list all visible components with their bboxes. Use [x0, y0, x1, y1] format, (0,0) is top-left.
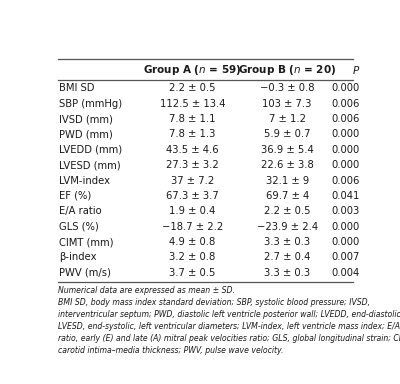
Text: Group B ($n$ = 20): Group B ($n$ = 20)	[238, 63, 336, 77]
Text: PWD (mm): PWD (mm)	[59, 129, 113, 139]
Text: 0.003: 0.003	[332, 206, 360, 216]
Text: Group A ($n$ = 59): Group A ($n$ = 59)	[144, 63, 242, 77]
Text: 22.6 ± 3.8: 22.6 ± 3.8	[261, 160, 314, 170]
Text: 2.7 ± 0.4: 2.7 ± 0.4	[264, 253, 310, 263]
Text: 2.2 ± 0.5: 2.2 ± 0.5	[264, 206, 310, 216]
Text: 3.3 ± 0.3: 3.3 ± 0.3	[264, 268, 310, 278]
Text: 4.9 ± 0.8: 4.9 ± 0.8	[170, 237, 216, 247]
Text: BMI SD: BMI SD	[59, 83, 95, 93]
Text: GLS (%): GLS (%)	[59, 222, 99, 232]
Text: 0.000: 0.000	[332, 145, 360, 155]
Text: 7.8 ± 1.1: 7.8 ± 1.1	[169, 114, 216, 124]
Text: LVM-index: LVM-index	[59, 175, 110, 185]
Text: E/A ratio: E/A ratio	[59, 206, 102, 216]
Text: SBP (mmHg): SBP (mmHg)	[59, 99, 122, 109]
Text: 5.9 ± 0.7: 5.9 ± 0.7	[264, 129, 310, 139]
Text: 103 ± 7.3: 103 ± 7.3	[262, 99, 312, 109]
Text: 2.2 ± 0.5: 2.2 ± 0.5	[169, 83, 216, 93]
Text: 3.3 ± 0.3: 3.3 ± 0.3	[264, 237, 310, 247]
Text: 0.004: 0.004	[332, 268, 360, 278]
Text: 36.9 ± 5.4: 36.9 ± 5.4	[261, 145, 314, 155]
Text: 3.7 ± 0.5: 3.7 ± 0.5	[170, 268, 216, 278]
Text: 7 ± 1.2: 7 ± 1.2	[269, 114, 306, 124]
Text: −0.3 ± 0.8: −0.3 ± 0.8	[260, 83, 314, 93]
Text: 3.2 ± 0.8: 3.2 ± 0.8	[170, 253, 216, 263]
Text: 0.007: 0.007	[332, 253, 360, 263]
Text: LVEDD (mm): LVEDD (mm)	[59, 145, 122, 155]
Text: 0.000: 0.000	[332, 129, 360, 139]
Text: 27.3 ± 3.2: 27.3 ± 3.2	[166, 160, 219, 170]
Text: 0.006: 0.006	[332, 175, 360, 185]
Text: 0.006: 0.006	[332, 114, 360, 124]
Text: 0.000: 0.000	[332, 83, 360, 93]
Text: 37 ± 7.2: 37 ± 7.2	[171, 175, 214, 185]
Text: −18.7 ± 2.2: −18.7 ± 2.2	[162, 222, 223, 232]
Text: 69.7 ± 4: 69.7 ± 4	[266, 191, 309, 201]
Text: EF (%): EF (%)	[59, 191, 92, 201]
Text: CIMT (mm): CIMT (mm)	[59, 237, 114, 247]
Text: ratio, early (E) and late (A) mitral peak velocities ratio; GLS, global longitud: ratio, early (E) and late (A) mitral pea…	[58, 334, 400, 343]
Text: 112.5 ± 13.4: 112.5 ± 13.4	[160, 99, 225, 109]
Text: 0.000: 0.000	[332, 160, 360, 170]
Text: 43.5 ± 4.6: 43.5 ± 4.6	[166, 145, 219, 155]
Text: 0.041: 0.041	[332, 191, 360, 201]
Text: 0.000: 0.000	[332, 222, 360, 232]
Text: 67.3 ± 3.7: 67.3 ± 3.7	[166, 191, 219, 201]
Text: interventricular septum; PWD, diastolic left ventricle posterior wall; LVEDD, en: interventricular septum; PWD, diastolic …	[58, 310, 400, 319]
Text: 1.9 ± 0.4: 1.9 ± 0.4	[170, 206, 216, 216]
Text: $P$: $P$	[352, 64, 360, 76]
Text: 32.1 ± 9: 32.1 ± 9	[266, 175, 309, 185]
Text: β-index: β-index	[59, 253, 97, 263]
Text: 0.006: 0.006	[332, 99, 360, 109]
Text: LVESD, end-systolic, left ventricular diameters; LVM-index, left ventricle mass : LVESD, end-systolic, left ventricular di…	[58, 322, 400, 331]
Text: BMI SD, body mass index standard deviation; SBP, systolic blood pressure; IVSD,: BMI SD, body mass index standard deviati…	[58, 298, 370, 307]
Text: carotid intima–media thickness; PWV, pulse wave velocity.: carotid intima–media thickness; PWV, pul…	[58, 346, 283, 354]
Text: 0.000: 0.000	[332, 237, 360, 247]
Text: IVSD (mm): IVSD (mm)	[59, 114, 113, 124]
Text: Numerical data are expressed as mean ± SD.: Numerical data are expressed as mean ± S…	[58, 286, 235, 295]
Text: 7.8 ± 1.3: 7.8 ± 1.3	[170, 129, 216, 139]
Text: PWV (m/s): PWV (m/s)	[59, 268, 111, 278]
Text: LVESD (mm): LVESD (mm)	[59, 160, 121, 170]
Text: −23.9 ± 2.4: −23.9 ± 2.4	[256, 222, 318, 232]
